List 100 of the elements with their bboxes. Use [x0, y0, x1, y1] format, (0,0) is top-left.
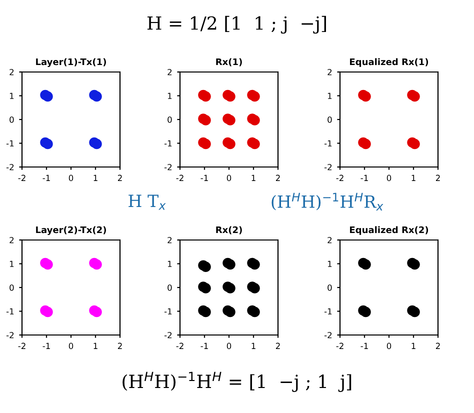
- x-tick-label: -2: [336, 174, 344, 181]
- point: [410, 259, 420, 270]
- x-tick-label: 1: [412, 174, 416, 181]
- chart-title: Rx(1): [216, 58, 242, 66]
- y-tick-label: 2: [10, 68, 14, 76]
- x-tick-label: 0: [68, 342, 74, 350]
- y-tick-label: 1: [328, 92, 332, 99]
- point: [250, 259, 260, 270]
- text: H T$_{x}$: [128, 194, 166, 210]
- point: [250, 306, 260, 318]
- x-tick-label: 2: [276, 342, 280, 349]
- chart-title: Layer(2)-Tx(2): [36, 226, 106, 236]
- point: [92, 138, 102, 150]
- point: [200, 306, 211, 318]
- x-tick-label: 1: [94, 342, 98, 349]
- point: [250, 115, 260, 126]
- chart-title: Equalized Rx(2): [350, 226, 428, 235]
- point: [42, 138, 53, 150]
- y-tick-label: 2: [328, 68, 332, 76]
- point: [200, 138, 211, 150]
- x-tick-label: 2: [436, 342, 440, 349]
- point: [200, 262, 211, 272]
- x-tick-label: 2: [118, 342, 122, 349]
- point: [225, 283, 236, 294]
- y-tick-label: -1: [324, 140, 332, 146]
- point: [225, 91, 236, 102]
- y-tick-label: -2: [164, 164, 172, 170]
- y-tick-label: -2: [324, 164, 332, 170]
- x-tick-label: 0: [226, 174, 232, 182]
- y-tick-label: 0: [10, 284, 14, 291]
- y-tick-label: 2: [168, 68, 172, 76]
- point: [42, 259, 53, 270]
- y-tick-label: -2: [6, 164, 14, 170]
- point: [250, 283, 260, 294]
- x-tick-label: -1: [42, 174, 50, 181]
- x-tick-label: 1: [252, 174, 256, 181]
- point: [200, 283, 211, 294]
- x-tick-label: 1: [412, 342, 416, 349]
- chart-title: Rx(2): [216, 226, 242, 234]
- x-tick-label: 2: [118, 174, 122, 181]
- point: [42, 306, 53, 318]
- y-tick-label: 0: [10, 116, 14, 123]
- x-tick-label: 1: [94, 174, 98, 181]
- y-tick-label: 1: [10, 92, 14, 99]
- point: [360, 259, 371, 270]
- y-tick-label: -2: [324, 332, 332, 338]
- x-tick-label: -2: [18, 174, 26, 181]
- y-tick-label: 0: [328, 116, 332, 123]
- point: [225, 306, 236, 318]
- text: H = 1/2 [1 1 ; j −j]: [147, 16, 326, 34]
- x-tick-label: 0: [386, 174, 392, 182]
- x-tick-label: -1: [200, 174, 208, 181]
- point: [200, 91, 211, 102]
- point: [250, 91, 260, 102]
- point: [92, 91, 102, 102]
- point: [225, 115, 236, 126]
- x-tick-label: -1: [360, 174, 368, 181]
- y-tick-label: -2: [6, 332, 14, 338]
- y-tick-label: 1: [10, 260, 14, 267]
- y-tick-label: -1: [6, 140, 14, 146]
- x-tick-label: -1: [200, 342, 208, 349]
- y-tick-label: 2: [10, 236, 14, 244]
- y-tick-label: -1: [6, 308, 14, 314]
- x-tick-label: -1: [42, 342, 50, 349]
- x-tick-label: 0: [68, 174, 74, 182]
- point: [250, 138, 260, 150]
- chart-title: Equalized Rx(1): [350, 58, 428, 67]
- point: [410, 138, 420, 150]
- y-tick-label: -1: [324, 308, 332, 314]
- x-tick-label: 1: [252, 342, 256, 349]
- x-tick-label: -2: [18, 342, 26, 349]
- y-tick-label: -1: [164, 140, 172, 146]
- point: [200, 115, 211, 126]
- x-tick-label: -2: [176, 174, 184, 181]
- chart-title: Layer(1)-Tx(1): [36, 58, 106, 68]
- x-tick-label: -2: [176, 342, 184, 349]
- point: [42, 91, 53, 102]
- y-tick-label: 2: [168, 236, 172, 244]
- point: [92, 306, 102, 318]
- y-tick-label: -2: [164, 332, 172, 338]
- text: (H$^{H}$H)$^{−1}$H$^{H}$R$_{x}$: [272, 192, 384, 210]
- x-tick-label: 2: [436, 174, 440, 181]
- point: [92, 259, 102, 270]
- text: (H$^{H}$H)$^{−1}$H$^{H}$ = [1 −j ; 1 j]: [122, 372, 352, 392]
- point: [225, 138, 236, 150]
- x-tick-label: 2: [276, 174, 280, 181]
- y-tick-label: -1: [164, 308, 172, 314]
- x-tick-label: -1: [360, 342, 368, 349]
- y-tick-label: 0: [168, 116, 172, 123]
- y-tick-label: 1: [168, 260, 172, 267]
- point: [225, 259, 236, 270]
- y-tick-label: 0: [168, 284, 172, 291]
- point: [410, 306, 420, 318]
- y-tick-label: 1: [168, 92, 172, 99]
- x-tick-label: -2: [336, 342, 344, 349]
- y-tick-label: 1: [328, 260, 332, 267]
- y-tick-label: 2: [328, 236, 332, 244]
- x-tick-label: 0: [386, 342, 392, 350]
- point: [410, 91, 420, 102]
- point: [360, 306, 371, 318]
